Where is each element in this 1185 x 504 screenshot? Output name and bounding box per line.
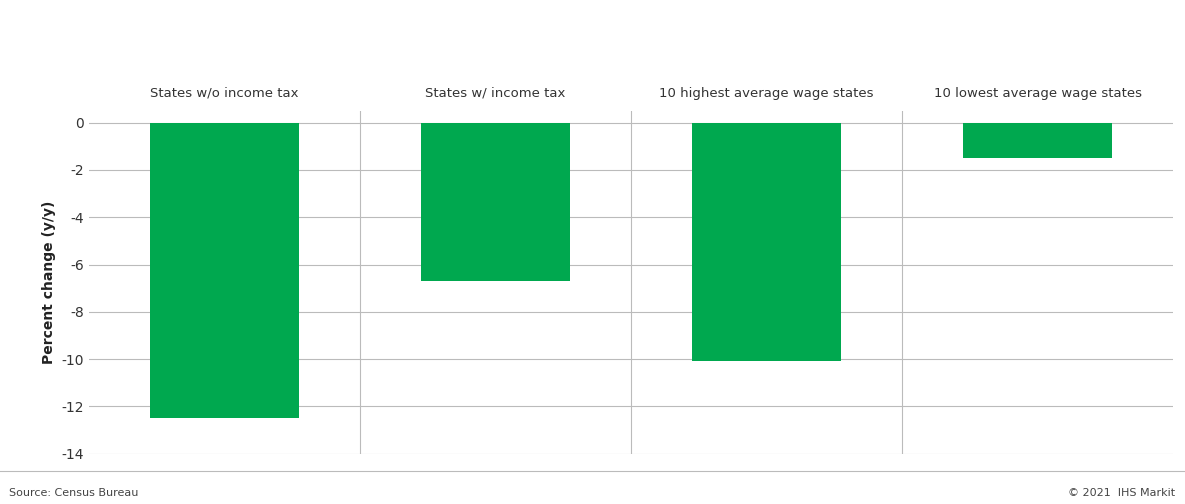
Bar <box>692 122 841 361</box>
Text: States w/o income tax: States w/o income tax <box>150 87 299 100</box>
Bar <box>421 122 570 281</box>
Text: 10 lowest average wage states: 10 lowest average wage states <box>934 87 1141 100</box>
Y-axis label: Percent change (y/y): Percent change (y/y) <box>41 201 56 364</box>
Text: Total tax revenue, April - September 2020: Total tax revenue, April - September 202… <box>9 28 435 45</box>
Text: © 2021  IHS Markit: © 2021 IHS Markit <box>1069 488 1176 498</box>
Bar <box>963 122 1113 158</box>
Bar <box>149 122 299 418</box>
Text: States w/ income tax: States w/ income tax <box>425 87 565 100</box>
Text: 10 highest average wage states: 10 highest average wage states <box>659 87 873 100</box>
Text: Source: Census Bureau: Source: Census Bureau <box>9 488 139 498</box>
